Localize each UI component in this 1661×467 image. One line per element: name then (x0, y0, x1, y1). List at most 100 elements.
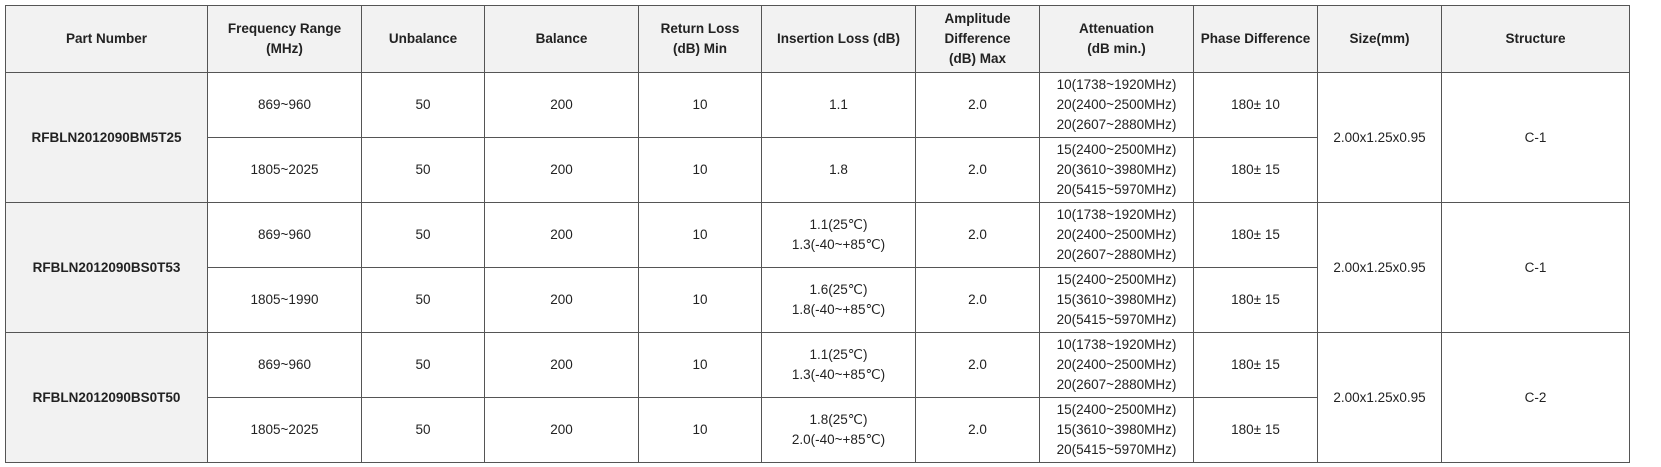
return-loss-cell: 10 (638, 72, 762, 138)
insertion-loss-line: 1.1 (829, 97, 848, 112)
insertion-loss-line: 2.0(-40~+85℃) (791, 432, 886, 447)
attenuation-line: 20(5415~5970MHz) (1056, 182, 1177, 197)
insertion-loss-cell: 1.1(25℃) 1.3(-40~+85℃) (761, 202, 916, 268)
phase-cell: 180± 15 (1193, 332, 1318, 398)
return-loss-cell: 10 (638, 137, 762, 203)
insertion-loss-line: 1.8(25℃) (809, 412, 868, 427)
frequency-cell: 869~960 (207, 202, 362, 268)
attenuation-cell: 15(2400~2500MHz) 20(3610~3980MHz) 20(541… (1039, 137, 1194, 203)
attenuation-line: 20(5415~5970MHz) (1056, 312, 1177, 327)
insertion-loss-cell: 1.8 (761, 137, 916, 203)
insertion-loss-cell: 1.8(25℃) 2.0(-40~+85℃) (761, 397, 916, 463)
phase-cell: 180± 15 (1193, 202, 1318, 268)
amplitude-cell: 2.0 (915, 202, 1040, 268)
frequency-cell: 869~960 (207, 332, 362, 398)
unbalance-cell: 50 (361, 202, 485, 268)
table-row: RFBLN2012090BS0T50 869~960 50 200 10 1.1… (5, 332, 1630, 463)
header-unbalance: Unbalance (361, 5, 485, 73)
insertion-loss-line: 1.6(25℃) (809, 282, 868, 297)
balance-cell: 200 (484, 267, 639, 333)
insertion-loss-line: 1.8(-40~+85℃) (791, 302, 886, 317)
table-row: RFBLN2012090BS0T53 869~960 50 200 10 1.1… (5, 202, 1630, 333)
attenuation-line: 20(3610~3980MHz) (1056, 162, 1177, 177)
frequency-cell: 869~960 (207, 72, 362, 138)
header-amplitude-difference: Amplitude Difference (dB) Max (915, 5, 1040, 73)
attenuation-line: 20(2607~2880MHz) (1056, 117, 1177, 132)
balance-cell: 200 (484, 397, 639, 463)
header-size: Size(mm) (1317, 5, 1442, 73)
size-cell: 2.00x1.25x0.95 (1317, 202, 1442, 333)
header-structure: Structure (1441, 5, 1630, 73)
size-cell: 2.00x1.25x0.95 (1317, 332, 1442, 463)
unbalance-cell: 50 (361, 397, 485, 463)
amplitude-cell: 2.0 (915, 397, 1040, 463)
header-insertion-loss: Insertion Loss (dB) (761, 5, 916, 73)
phase-cell: 180± 15 (1193, 397, 1318, 463)
header-frequency-range: Frequency Range (MHz) (207, 5, 362, 73)
balance-cell: 200 (484, 137, 639, 203)
attenuation-cell: 15(2400~2500MHz) 15(3610~3980MHz) 20(541… (1039, 267, 1194, 333)
attenuation-line: 10(1738~1920MHz) (1056, 207, 1177, 222)
attenuation-cell: 10(1738~1920MHz) 20(2400~2500MHz) 20(260… (1039, 72, 1194, 138)
amplitude-cell: 2.0 (915, 332, 1040, 398)
part-number-cell: RFBLN2012090BS0T53 (5, 202, 208, 333)
balance-cell: 200 (484, 72, 639, 138)
phase-cell: 180± 15 (1193, 267, 1318, 333)
attenuation-line: 20(2400~2500MHz) (1056, 227, 1177, 242)
header-amplitude-difference-line: Amplitude (944, 11, 1011, 26)
attenuation-line: 10(1738~1920MHz) (1056, 77, 1177, 92)
insertion-loss-line: 1.8 (829, 162, 848, 177)
header-frequency-range-line: (MHz) (266, 41, 303, 56)
insertion-loss-cell: 1.1 (761, 72, 916, 138)
attenuation-line: 20(2607~2880MHz) (1056, 247, 1177, 262)
unbalance-cell: 50 (361, 267, 485, 333)
table-row: 1805~2025 50 200 10 1.8 2.0 15(2400~2500… (6, 137, 1630, 203)
structure-cell: C-1 (1441, 202, 1630, 333)
frequency-cell: 1805~2025 (207, 137, 362, 203)
insertion-loss-line: 1.3(-40~+85℃) (791, 237, 886, 252)
table-row: RFBLN2012090BM5T25 869~960 50 200 10 1.1… (5, 72, 1630, 203)
part-number-cell: RFBLN2012090BS0T50 (5, 332, 208, 463)
insertion-loss-line: 1.1(25℃) (809, 347, 868, 362)
attenuation-cell: 10(1738~1920MHz) 20(2400~2500MHz) 20(260… (1039, 332, 1194, 398)
attenuation-line: 10(1738~1920MHz) (1056, 337, 1177, 352)
header-attenuation-line: Attenuation (1079, 21, 1154, 36)
return-loss-cell: 10 (638, 267, 762, 333)
return-loss-cell: 10 (638, 202, 762, 268)
attenuation-line: 15(3610~3980MHz) (1056, 422, 1177, 437)
header-row: Part Number Frequency Range (MHz) Unbala… (5, 5, 1630, 73)
header-amplitude-difference-line: Difference (944, 31, 1011, 46)
attenuation-line: 15(2400~2500MHz) (1056, 402, 1177, 417)
header-attenuation: Attenuation (dB min.) (1039, 5, 1194, 73)
return-loss-cell: 10 (638, 332, 762, 398)
header-attenuation-line: (dB min.) (1087, 41, 1146, 56)
attenuation-line: 20(2400~2500MHz) (1056, 97, 1177, 112)
unbalance-cell: 50 (361, 72, 485, 138)
phase-cell: 180± 10 (1193, 72, 1318, 138)
attenuation-line: 20(5415~5970MHz) (1056, 442, 1177, 457)
balance-cell: 200 (484, 332, 639, 398)
table-row: 1805~1990 50 200 10 1.6(25℃) 1.8(-40~+85… (6, 267, 1630, 333)
structure-cell: C-1 (1441, 72, 1630, 203)
attenuation-line: 20(2400~2500MHz) (1056, 357, 1177, 372)
return-loss-cell: 10 (638, 397, 762, 463)
header-return-loss-line: (dB) Min (673, 41, 727, 56)
header-amplitude-difference-line: (dB) Max (949, 51, 1006, 66)
part-number-cell: RFBLN2012090BM5T25 (5, 72, 208, 203)
structure-cell: C-2 (1441, 332, 1630, 463)
size-cell: 2.00x1.25x0.95 (1317, 72, 1442, 203)
amplitude-cell: 2.0 (915, 267, 1040, 333)
insertion-loss-cell: 1.6(25℃) 1.8(-40~+85℃) (761, 267, 916, 333)
header-return-loss-line: Return Loss (660, 21, 740, 36)
attenuation-line: 15(3610~3980MHz) (1056, 292, 1177, 307)
frequency-cell: 1805~2025 (207, 397, 362, 463)
header-balance: Balance (484, 5, 639, 73)
header-frequency-range-line: Frequency Range (227, 21, 342, 36)
insertion-loss-line: 1.1(25℃) (809, 217, 868, 232)
attenuation-cell: 10(1738~1920MHz) 20(2400~2500MHz) 20(260… (1039, 202, 1194, 268)
balance-cell: 200 (484, 202, 639, 268)
table-row: 1805~2025 50 200 10 1.8(25℃) 2.0(-40~+85… (6, 397, 1630, 463)
attenuation-line: 15(2400~2500MHz) (1056, 142, 1177, 157)
attenuation-line: 15(2400~2500MHz) (1056, 272, 1177, 287)
